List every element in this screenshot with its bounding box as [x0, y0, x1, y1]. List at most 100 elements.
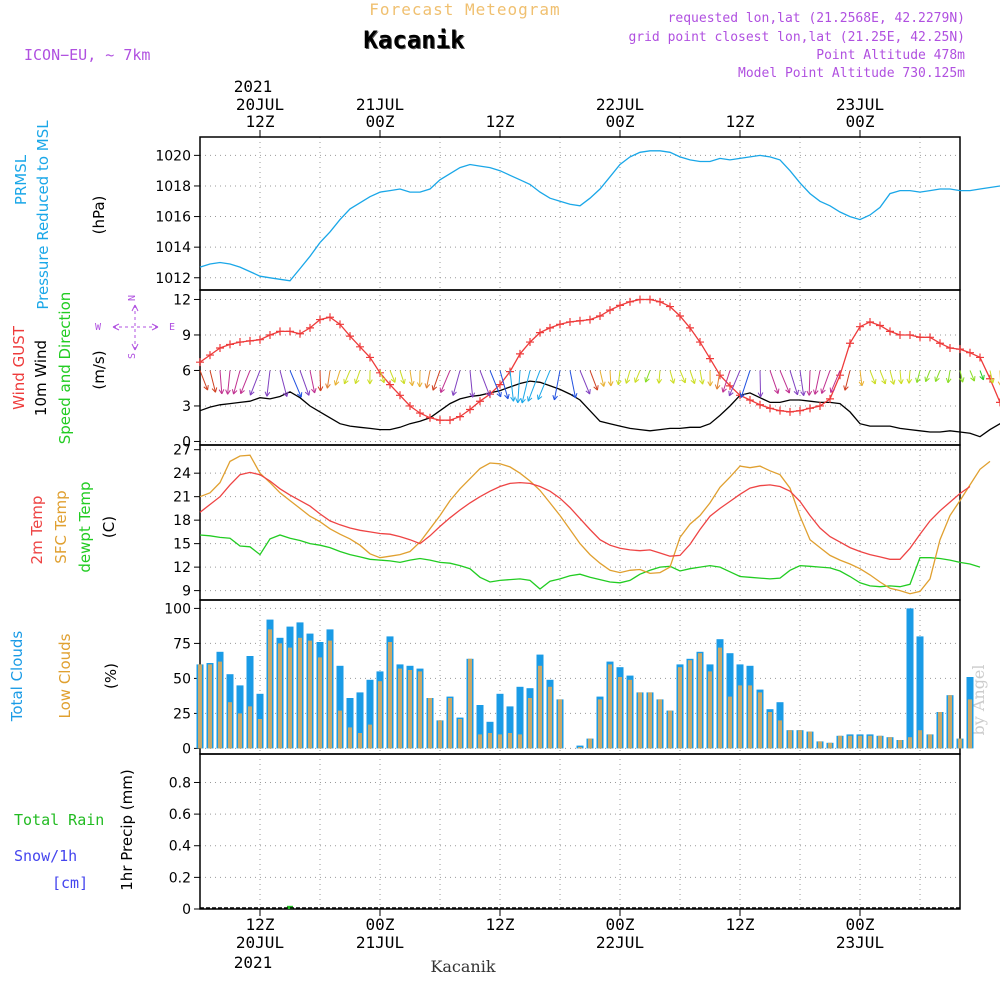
wind-gust-marker — [376, 368, 384, 377]
wind-direction-arrowhead — [945, 377, 952, 384]
wind-direction-arrowhead — [820, 388, 826, 394]
wind-speed-line — [199, 380, 1000, 438]
low-clouds-bar — [578, 747, 582, 749]
time-label-top-date: 21JUL — [356, 95, 404, 114]
wind-direction-arrowhead — [390, 377, 397, 383]
low-clouds-bar — [798, 730, 802, 749]
wind-direction-arrowhead — [607, 381, 614, 387]
time-label-bottom-hour: 00Z — [846, 915, 875, 934]
wind-gust-marker — [466, 405, 474, 414]
low-clouds-bar — [338, 710, 342, 749]
sfc-temp-line — [199, 454, 991, 595]
wind-gust-marker — [216, 343, 224, 352]
wind-direction-arrow — [808, 370, 811, 396]
wind-direction-arrowhead — [520, 398, 526, 404]
wind-gust-marker — [786, 407, 794, 416]
low-clouds-bar — [218, 661, 222, 749]
wind-direction-arrow — [779, 370, 790, 394]
time-label-top-hour: 12Z — [726, 112, 755, 131]
precip-ytick-label: 0 — [182, 902, 191, 918]
wind-gust-marker — [396, 391, 404, 400]
wind-direction-arrow — [989, 370, 994, 384]
low-clouds-bar — [588, 738, 592, 749]
wind-direction-arrow — [489, 370, 502, 398]
wind-direction-arrow — [289, 370, 302, 398]
wind-direction-arrow — [625, 370, 631, 384]
wind-direction-arrowhead — [218, 389, 225, 395]
wind-direction-arrowhead — [669, 378, 676, 384]
low-clouds-bar — [538, 665, 542, 749]
wind-direction-arrowhead — [813, 389, 819, 395]
wind-gust-marker — [206, 351, 214, 360]
wind-gust-marker — [826, 394, 834, 403]
low-clouds-bar — [618, 677, 622, 749]
wind-direction-arrowhead — [707, 381, 714, 387]
wind-gust-marker — [696, 338, 704, 347]
wind-direction-arrowhead — [924, 376, 930, 383]
wind-direction-arrow — [227, 370, 231, 395]
total-clouds-bar — [346, 698, 354, 749]
low-clouds-bar — [718, 647, 722, 749]
wind-gust-marker — [656, 297, 664, 306]
wind-direction-arrowhead — [571, 392, 578, 399]
wind-direction-arrowhead — [211, 387, 218, 393]
wind-direction-arrowhead — [264, 391, 271, 397]
wind-gust-marker — [386, 380, 394, 389]
wind-direction-arrowhead — [585, 389, 591, 395]
low-clouds-bar — [198, 664, 202, 749]
low-clouds-bar — [858, 735, 862, 749]
low-clouds-bar — [398, 668, 402, 749]
low-clouds-bar — [628, 679, 632, 749]
wind-gust-marker — [296, 329, 304, 338]
time-label-top-date: 22JUL — [596, 95, 644, 114]
low-clouds-bar — [938, 712, 942, 749]
wind-direction-arrow — [569, 370, 576, 399]
wind-direction-arrowhead — [510, 396, 516, 402]
clouds-ytick-label: 50 — [173, 671, 191, 687]
time-label-top-hour: 00Z — [846, 112, 875, 131]
wind-ytick-label: 9 — [182, 328, 191, 344]
wind-direction-arrowhead — [469, 392, 476, 398]
low-clouds-bar — [288, 647, 292, 749]
wind-direction-arrowhead — [989, 378, 995, 384]
wind-direction-arrow — [759, 370, 762, 397]
wind-gust-marker — [796, 406, 804, 415]
wind-direction-arrowhead — [681, 377, 687, 384]
wind-direction-arrow — [499, 370, 509, 399]
precip-ytick-label: 0.6 — [169, 807, 191, 823]
low-clouds-bar — [678, 667, 682, 749]
wind-direction-arrow — [669, 370, 675, 384]
wind-direction-arrowhead — [699, 379, 705, 385]
low-clouds-bar — [598, 699, 602, 749]
wind-gust-marker — [476, 397, 484, 406]
wind-direction-arrow — [299, 370, 310, 396]
time-label-top-hour: 00Z — [366, 112, 395, 131]
wind-direction-arrow — [789, 370, 799, 395]
low-clouds-bar — [418, 671, 422, 749]
low-clouds-bar — [258, 719, 262, 749]
low-clouds-bar — [468, 658, 472, 749]
wind-compass-icon: W E N S — [95, 295, 175, 359]
low-clouds-bar — [318, 657, 322, 749]
temperature-panel: 9 12 15 18 21 24 27 — [173, 443, 991, 601]
wind-gust-marker — [436, 416, 444, 425]
low-clouds-bar — [768, 712, 772, 749]
pressure-panel: 1012 1014 1016 1018 1020 — [155, 136, 1000, 291]
time-label-bottom-hour: 12Z — [486, 915, 515, 934]
wind-direction-arrowhead — [304, 390, 311, 396]
wind-panel: 0 3 6 9 12 — [173, 289, 1000, 450]
wind-direction-arrow — [935, 370, 941, 382]
total-clouds-bar — [246, 656, 254, 749]
wind-gust-marker — [596, 312, 604, 321]
wind-direction-arrowhead — [979, 374, 985, 381]
low-clouds-bar — [558, 699, 562, 749]
low-clouds-bar — [778, 720, 782, 749]
wind-direction-arrow — [517, 370, 521, 403]
wind-direction-arrowhead — [537, 394, 543, 400]
wind-gust-marker — [456, 412, 464, 421]
wind-direction-arrowhead — [400, 378, 406, 385]
low-clouds-bar — [658, 699, 662, 749]
wind-direction-arrow — [343, 370, 351, 385]
low-clouds-bar — [358, 733, 362, 749]
wind-direction-arrowhead — [934, 376, 940, 382]
